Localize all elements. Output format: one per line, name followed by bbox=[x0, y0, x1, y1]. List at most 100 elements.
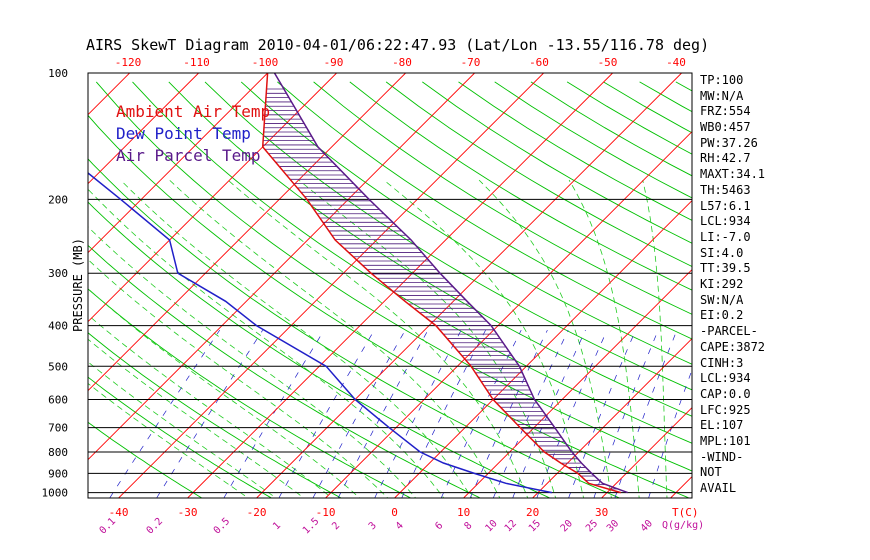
moist-adiabat-line bbox=[88, 226, 417, 498]
mixing-ratio-label: 3 bbox=[367, 520, 379, 532]
side-item: FRZ:554 bbox=[700, 104, 751, 118]
mixing-ratio-label: 0.1 bbox=[98, 516, 119, 537]
legend-ambient-air-temp: Ambient Air Temp bbox=[116, 102, 271, 121]
moist-adiabat-line bbox=[88, 188, 445, 498]
mixing-ratio-line bbox=[536, 329, 608, 498]
moist-adiabat-line bbox=[568, 179, 640, 498]
isotherm-line bbox=[88, 73, 337, 323]
side-item: CAP:0.0 bbox=[700, 387, 751, 401]
isotherm-line bbox=[809, 73, 870, 498]
pressure-tick-label: 100 bbox=[48, 67, 68, 80]
mixing-ratio-line bbox=[648, 368, 692, 498]
pressure-tick-label: 900 bbox=[48, 467, 68, 480]
dry-adiabat-line bbox=[88, 376, 273, 498]
mixing-ratio-line bbox=[312, 329, 406, 498]
top-temp-tick-label: -120 bbox=[115, 56, 142, 69]
top-temp-tick-label: -90 bbox=[324, 56, 344, 69]
ambient-air-temp-line bbox=[261, 73, 622, 494]
mixing-ratio-line bbox=[614, 329, 678, 498]
chart-title: AIRS SkewT Diagram 2010-04-01/06:22:47.9… bbox=[86, 36, 710, 54]
moist-adiabat-line bbox=[88, 361, 277, 498]
moist-adiabat-line bbox=[88, 259, 389, 498]
mixing-ratio-line bbox=[401, 329, 486, 498]
moist-adiabat-line bbox=[88, 338, 305, 498]
bottom-temp-tick-label: 10 bbox=[457, 506, 470, 519]
side-item: L57:6.1 bbox=[700, 199, 751, 213]
dew-point-temp-line bbox=[88, 172, 552, 494]
mixing-ratio-line bbox=[469, 329, 548, 498]
mixing-ratio-label: 8 bbox=[462, 520, 474, 532]
moist-adiabat-line bbox=[88, 288, 361, 498]
mixing-ratio-label: 25 bbox=[584, 518, 600, 534]
dry-adiabat-line bbox=[88, 158, 621, 498]
side-item: LCL:934 bbox=[700, 371, 751, 385]
side-item: RH:42.7 bbox=[700, 151, 751, 165]
legend-dew-point-temp: Dew Point Temp bbox=[116, 124, 251, 143]
dry-adiabat-line bbox=[748, 82, 870, 502]
isotherm-line bbox=[463, 268, 692, 498]
pressure-tick-label: 600 bbox=[48, 394, 68, 407]
mixing-ratio-unit: Q(g/kg) bbox=[662, 520, 704, 531]
bottom-temp-tick-label: 30 bbox=[595, 506, 608, 519]
x-axis-label: T(C) bbox=[672, 506, 699, 519]
side-item: CINH:3 bbox=[700, 356, 744, 370]
mixing-ratio-line bbox=[492, 329, 569, 498]
pressure-tick-label: 300 bbox=[48, 267, 68, 280]
bottom-temp-tick-label: 20 bbox=[526, 506, 539, 519]
top-temp-tick-label: -60 bbox=[529, 56, 549, 69]
mixing-ratio-label: 40 bbox=[639, 518, 655, 534]
pressure-tick-label: 700 bbox=[48, 422, 68, 435]
bottom-temp-tick-label: 0 bbox=[391, 506, 398, 519]
mixing-ratio-label: 12 bbox=[503, 518, 519, 534]
dry-adiabat-line bbox=[458, 81, 692, 221]
moist-adiabat-line bbox=[478, 179, 612, 498]
dry-adiabat-line bbox=[240, 81, 692, 365]
pressure-tick-label: 200 bbox=[48, 193, 68, 206]
moist-adiabat-line bbox=[88, 314, 333, 498]
dry-adiabat-line bbox=[204, 81, 692, 391]
mixing-ratio-line bbox=[512, 329, 586, 498]
moist-adiabat-line bbox=[642, 180, 668, 498]
dry-adiabat-line bbox=[349, 81, 692, 291]
dry-adiabat-line bbox=[95, 81, 692, 472]
isotherm-line bbox=[88, 73, 406, 392]
legend-air-parcel-temp: Air Parcel Temp bbox=[116, 146, 261, 165]
dry-adiabat-line bbox=[494, 81, 692, 199]
plot-frame bbox=[87, 72, 693, 499]
side-item: KI:292 bbox=[700, 277, 744, 291]
mixing-ratio-label: 6 bbox=[433, 520, 445, 532]
mixing-ratio-line bbox=[337, 329, 429, 498]
bottom-temp-tick-label: -10 bbox=[316, 506, 336, 519]
side-item: LI:-7.0 bbox=[700, 230, 751, 244]
side-item: TT:39.5 bbox=[700, 261, 751, 275]
mixing-ratio-label: 0.5 bbox=[212, 516, 233, 537]
top-temp-tick-label: -80 bbox=[392, 56, 412, 69]
dry-adiabat-line bbox=[168, 81, 692, 417]
side-item: TH:5463 bbox=[700, 183, 751, 197]
dry-adiabat-line bbox=[422, 81, 692, 244]
side-item: MPL:101 bbox=[700, 434, 751, 448]
moist-adiabat-line bbox=[120, 179, 473, 498]
isotherm-line bbox=[256, 73, 682, 498]
dry-adiabat-line bbox=[88, 421, 203, 498]
side-item: LFC:925 bbox=[700, 403, 751, 417]
isotherm-line bbox=[88, 73, 199, 185]
plot-area bbox=[88, 73, 870, 502]
y-axis-label: PRESSURE (MB) bbox=[71, 238, 85, 332]
dry-adiabat-line bbox=[385, 81, 692, 267]
mixing-ratio-label: 1.5 bbox=[301, 516, 322, 537]
side-item: MAXT:34.1 bbox=[700, 167, 766, 181]
side-item: WB0:457 bbox=[700, 120, 751, 134]
moist-adiabat-line bbox=[169, 179, 501, 498]
side-item: PW:37.26 bbox=[700, 136, 758, 150]
mixing-ratio-label: 4 bbox=[394, 520, 406, 532]
mixing-ratio-line bbox=[440, 329, 522, 498]
isotherm-line bbox=[88, 73, 268, 254]
side-item: -WIND- bbox=[700, 450, 744, 464]
mixing-ratio-label: 0.2 bbox=[145, 516, 166, 537]
top-temp-tick-label: -100 bbox=[252, 56, 279, 69]
pressure-tick-label: 500 bbox=[48, 360, 68, 373]
mixing-ratio-label: 10 bbox=[483, 518, 499, 534]
moist-adiabat-line bbox=[298, 179, 557, 498]
